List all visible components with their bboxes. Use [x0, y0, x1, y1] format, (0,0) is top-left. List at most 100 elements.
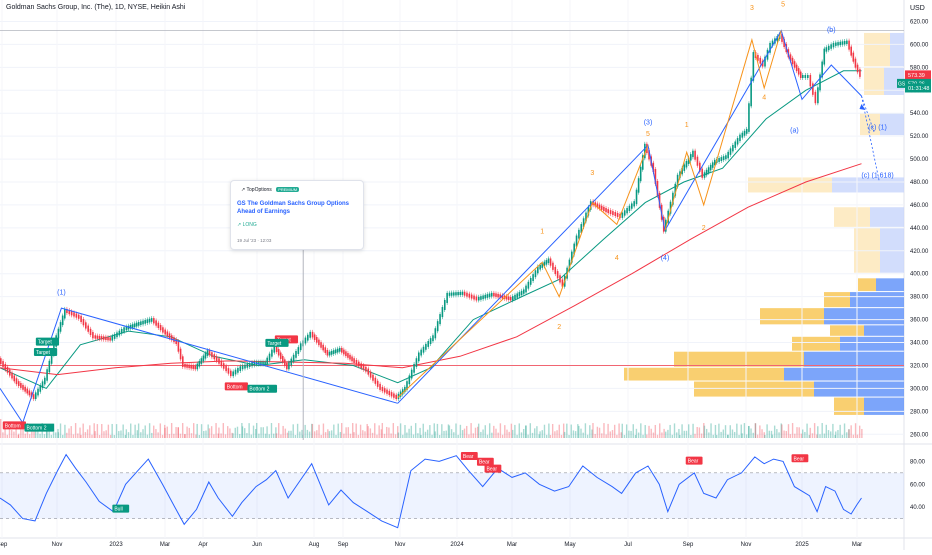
volume-bar	[86, 429, 89, 438]
price-candle	[852, 52, 855, 62]
price-candle	[148, 318, 151, 323]
volume-bar	[337, 423, 339, 438]
price-candle	[48, 360, 51, 373]
price-tick-label: 280.00	[910, 409, 929, 415]
volume-bar	[272, 433, 275, 438]
price-candle	[213, 354, 216, 360]
volume-bar	[466, 425, 468, 438]
volume-bar	[132, 434, 134, 438]
price-candle	[37, 388, 39, 396]
price-candle	[609, 210, 612, 215]
volume-bar	[825, 424, 827, 438]
currency-label[interactable]: USD	[910, 5, 925, 12]
price-candle	[537, 266, 539, 274]
volume-bar	[852, 434, 855, 438]
volume-bar	[357, 434, 360, 438]
price-candle	[711, 162, 714, 168]
volume-bar	[324, 432, 327, 438]
price-tick-label: 440.00	[910, 226, 929, 232]
price-candle	[142, 320, 144, 325]
price-candle	[234, 369, 237, 375]
price-candle	[732, 144, 734, 152]
price-candle	[220, 360, 223, 367]
volume-bar	[607, 423, 609, 438]
rsi-signal-label: Bear	[794, 456, 805, 462]
price-candle	[689, 154, 692, 161]
volume-bar	[722, 429, 725, 438]
volume-bar	[17, 434, 19, 438]
volume-bar	[560, 434, 563, 438]
price-candle	[694, 150, 696, 160]
price-candle	[388, 390, 391, 396]
volume-bar	[656, 434, 659, 438]
volume-bar	[378, 425, 380, 438]
volume-bar	[724, 425, 727, 438]
price-candle	[131, 324, 134, 328]
price-candle	[0, 358, 2, 365]
volume-bar	[352, 423, 354, 438]
volume-bar	[659, 423, 661, 438]
volume-bar	[24, 433, 26, 438]
volume-bar	[124, 434, 127, 438]
volume-bar	[70, 426, 72, 438]
price-candle	[177, 341, 180, 352]
volume-bar	[275, 433, 278, 438]
price-candle	[450, 292, 453, 296]
volume-bar	[79, 427, 81, 438]
price-tick-label: 300.00	[910, 386, 929, 392]
price-candle	[727, 151, 729, 159]
volume-bar	[548, 423, 550, 438]
volume-bar	[148, 423, 151, 438]
price-candle	[415, 358, 418, 367]
price-candle	[123, 327, 125, 332]
price-candle	[448, 292, 451, 296]
volume-bar	[572, 430, 575, 438]
price-tick-label: 600.00	[910, 42, 929, 48]
price-candle	[181, 356, 184, 367]
price-candle	[260, 361, 262, 365]
volume-bar	[817, 426, 819, 438]
signal-label: Bottom	[5, 423, 21, 429]
idea-card-headline[interactable]: GS The Goldman Sachs Group Options Ahead…	[237, 201, 350, 215]
price-candle	[343, 349, 345, 355]
volume-bar	[574, 431, 577, 438]
volume-bar	[798, 427, 800, 438]
price-candle	[241, 365, 244, 370]
volume-bar	[166, 426, 168, 438]
idea-card[interactable]: ↗ TopOptions PREMIUM GS The Goldman Sach…	[230, 180, 364, 250]
wave-label: 2	[702, 225, 706, 232]
volume-bar	[589, 425, 591, 438]
volume-bar	[738, 434, 740, 438]
price-candle	[793, 61, 796, 68]
volume-bar	[57, 432, 60, 438]
symbol-badge-label: GS	[898, 81, 906, 87]
volume-bar	[404, 425, 406, 438]
volume-bar	[134, 424, 136, 438]
time-tick-label: Sep	[683, 542, 694, 548]
price-candle	[743, 130, 746, 136]
volume-bar	[504, 425, 506, 438]
volume-bar	[620, 432, 622, 438]
volume-bar	[311, 423, 313, 438]
price-candle	[859, 69, 861, 77]
time-tick-label: Nov	[395, 542, 406, 548]
volume-bar	[210, 426, 213, 438]
time-tick-label: 2023	[109, 542, 123, 548]
idea-card-tag: PREMIUM	[276, 187, 300, 192]
volume-profile-sell	[792, 336, 840, 351]
rsi-signal-label: Bull	[114, 507, 122, 513]
volume-bar	[858, 425, 861, 438]
volume-bar	[685, 430, 688, 438]
price-axis-label: 573.39	[908, 73, 925, 79]
volume-bar	[77, 433, 79, 438]
volume-bar	[258, 433, 260, 438]
price-candle	[22, 384, 24, 390]
price-candle	[222, 363, 225, 369]
volume-bar	[497, 432, 499, 438]
volume-bar	[304, 424, 306, 438]
volume-profile-sell	[748, 177, 832, 193]
volume-bar	[841, 434, 844, 438]
price-candle	[685, 161, 688, 168]
volume-bar	[743, 423, 746, 438]
